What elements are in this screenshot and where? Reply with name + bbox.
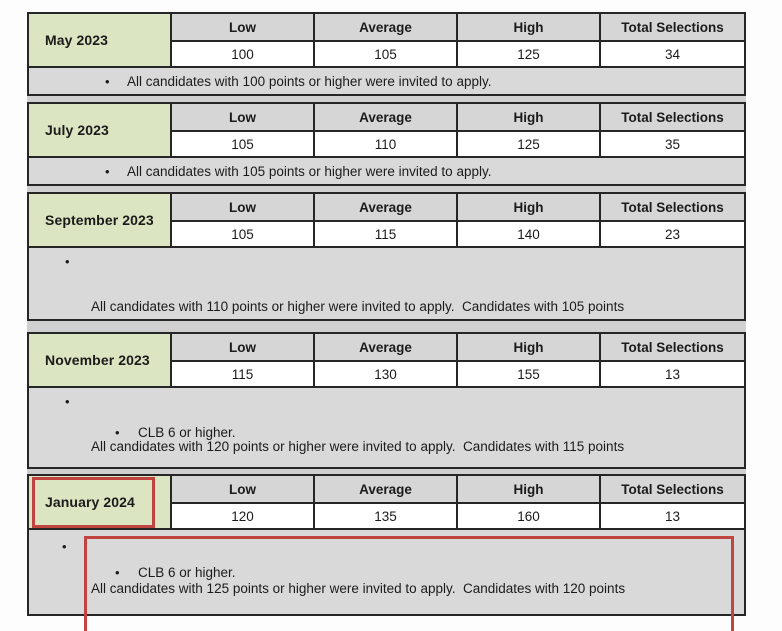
column-header-high: High <box>458 476 601 504</box>
selection-round-block-january-2024: January 2024 Low Average High Total Sele… <box>27 474 746 631</box>
column-header-low: Low <box>172 104 315 132</box>
value-high: 125 <box>458 42 601 66</box>
round-table: July 2023 Low Average High Total Selecti… <box>29 104 744 156</box>
month-cell: September 2023 <box>29 194 172 246</box>
selection-round-block-november-2023: November 2023 Low Average High Total Sel… <box>27 332 746 580</box>
value-average: 130 <box>315 362 458 386</box>
selection-round-block-may-2023: May 2023 Low Average High Total Selectio… <box>27 12 746 96</box>
value-average: 135 <box>315 504 458 528</box>
column-header-average: Average <box>315 104 458 132</box>
column-header-low: Low <box>172 476 315 504</box>
value-high: 160 <box>458 504 601 528</box>
column-header-low: Low <box>172 334 315 362</box>
sub-note-text: CLB 6 or higher. <box>138 425 236 440</box>
highlight-box-note: All candidates with 125 points or higher… <box>84 536 734 631</box>
month-cell: January 2024 <box>29 476 172 528</box>
value-total-selections: 23 <box>601 222 744 246</box>
month-cell: November 2023 <box>29 334 172 386</box>
column-header-high: High <box>458 334 601 362</box>
round-table: November 2023 Low Average High Total Sel… <box>29 334 744 386</box>
note-text: All candidates with 100 points or higher… <box>127 73 492 89</box>
note-row: • All candidates with 100 points or high… <box>29 66 744 94</box>
note-row: • All candidates with 120 points or high… <box>29 386 744 580</box>
month-cell: July 2023 <box>29 104 172 156</box>
highlight-box-month <box>32 477 155 528</box>
selection-rounds-report: May 2023 Low Average High Total Selectio… <box>27 12 746 631</box>
note-line-1: All candidates with 120 points or higher… <box>91 439 625 454</box>
note-item: • All candidates with 125 points or high… <box>62 536 736 631</box>
sub-note-item: • CLB 6 or higher. <box>115 422 624 443</box>
value-high: 140 <box>458 222 601 246</box>
month-label: July 2023 <box>45 122 109 138</box>
note-line-1: All candidates with 125 points or higher… <box>91 581 626 596</box>
column-header-total-selections: Total Selections <box>601 104 744 132</box>
value-low: 120 <box>172 504 315 528</box>
value-low: 105 <box>172 132 315 156</box>
month-label: September 2023 <box>45 212 154 228</box>
value-low: 100 <box>172 42 315 66</box>
value-low: 115 <box>172 362 315 386</box>
bullet-icon: • <box>65 254 70 269</box>
round-table: January 2024 Low Average High Total Sele… <box>29 476 744 528</box>
column-header-average: Average <box>315 14 458 42</box>
column-header-high: High <box>458 14 601 42</box>
note-line-1: All candidates with 110 points or higher… <box>91 299 625 314</box>
bullet-icon: • <box>115 425 120 440</box>
value-average: 115 <box>315 222 458 246</box>
column-header-high: High <box>458 104 601 132</box>
value-total-selections: 13 <box>601 362 744 386</box>
column-header-total-selections: Total Selections <box>601 334 744 362</box>
selection-round-block-july-2023: July 2023 Low Average High Total Selecti… <box>27 102 746 186</box>
bullet-icon: • <box>105 163 110 179</box>
value-high: 155 <box>458 362 601 386</box>
column-header-average: Average <box>315 194 458 222</box>
column-header-average: Average <box>315 334 458 362</box>
column-header-high: High <box>458 194 601 222</box>
value-total-selections: 34 <box>601 42 744 66</box>
note-text-block: All candidates with 125 points or higher… <box>91 540 727 631</box>
round-table: September 2023 Low Average High Total Se… <box>29 194 744 246</box>
month-cell: May 2023 <box>29 14 172 66</box>
value-average: 105 <box>315 42 458 66</box>
column-header-total-selections: Total Selections <box>601 194 744 222</box>
round-table: May 2023 Low Average High Total Selectio… <box>29 14 744 66</box>
bullet-icon: • <box>105 73 110 89</box>
value-high: 125 <box>458 132 601 156</box>
value-low: 105 <box>172 222 315 246</box>
bullet-icon: • <box>62 539 67 554</box>
column-header-low: Low <box>172 14 315 42</box>
month-label: January 2024 <box>45 494 135 510</box>
bullet-icon: • <box>115 565 120 580</box>
note-row: • All candidates with 105 points or high… <box>29 156 744 184</box>
column-header-average: Average <box>315 476 458 504</box>
value-average: 110 <box>315 132 458 156</box>
month-label: May 2023 <box>45 32 109 48</box>
column-header-total-selections: Total Selections <box>601 14 744 42</box>
note-row: • All candidates with 125 points or high… <box>29 528 744 631</box>
column-header-total-selections: Total Selections <box>601 476 744 504</box>
bullet-icon: • <box>65 394 70 409</box>
note-text: All candidates with 105 points or higher… <box>127 163 492 179</box>
sub-note-item: • CLB 6 or higher. <box>115 562 624 583</box>
value-total-selections: 35 <box>601 132 744 156</box>
column-header-low: Low <box>172 194 315 222</box>
note-row: • All candidates with 110 points or high… <box>29 246 744 440</box>
month-label: November 2023 <box>45 352 150 368</box>
sub-note-text: CLB 6 or higher. <box>138 565 236 580</box>
selection-round-block-september-2023: September 2023 Low Average High Total Se… <box>27 192 746 440</box>
value-total-selections: 13 <box>601 504 744 528</box>
